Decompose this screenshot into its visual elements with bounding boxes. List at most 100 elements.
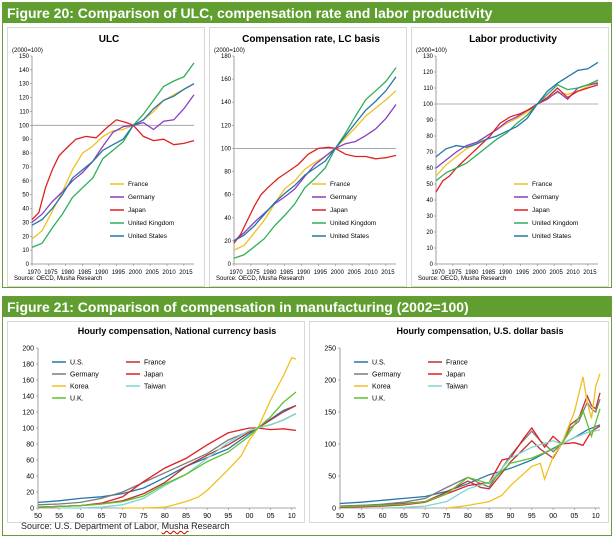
legend-label: France: [446, 360, 468, 367]
source-text-underlined: Musha: [161, 521, 189, 531]
y-tick-label: 100: [19, 123, 30, 129]
x-tick-label: 1970: [229, 270, 243, 276]
series-line-united-states: [31, 83, 195, 226]
legend-label: France: [144, 360, 166, 367]
series-line-france: [339, 392, 601, 507]
y-tick-label: 60: [224, 193, 231, 199]
x-tick-label: 10: [288, 513, 296, 520]
y-tick-label: 140: [221, 100, 232, 106]
x-tick-label: 00: [549, 513, 557, 520]
x-tick-label: 2005: [145, 270, 159, 276]
ulc-chart: ULC (2000=100) 0 10 20 30 40 50 60 70 80 90 100 110 12…: [12, 34, 195, 282]
legend-label: France: [330, 181, 351, 188]
compensation-rate-chart: Compensation rate, LC basis (2000=100) 0 20…: [214, 34, 397, 282]
figure-21-title: Figure 21: Comparison of compensation in…: [3, 297, 611, 317]
x-tick-label: 05: [571, 513, 579, 520]
source-note: Source: OECD, Musha Research: [14, 276, 102, 282]
x-tick-label: 95: [528, 513, 536, 520]
y-tick-label: 60: [22, 179, 29, 185]
legend-label: Korea: [372, 384, 391, 391]
x-tick-label: 50: [34, 513, 42, 520]
x-tick-label: 1995: [516, 270, 530, 276]
figure-20: Figure 20: Comparison of ULC, compensati…: [2, 2, 612, 288]
legend-label: Taiwan: [446, 384, 468, 391]
series-line-united-kingdom: [233, 67, 397, 259]
y-tick-label: 100: [324, 442, 336, 449]
y-tick-label: 60: [26, 458, 34, 465]
x-tick-label: 1980: [465, 270, 479, 276]
x-tick-label: 2015: [583, 270, 597, 276]
series-line-germany: [339, 398, 601, 507]
x-tick-label: 1975: [246, 270, 260, 276]
y-tick-label: 180: [221, 54, 232, 60]
labor-productivity-chart: Labor productivity (2000=100) 0 10 20 30 40 50 6…: [416, 34, 599, 282]
y-tick-label: 100: [221, 146, 232, 152]
y-tick-label: 100: [22, 426, 34, 433]
x-tick-label: 55: [357, 513, 365, 520]
x-tick-label: 1980: [263, 270, 277, 276]
compensation-rate-panel: Compensation rate, LC basis (2000=100) 0 20…: [209, 27, 407, 287]
y-tick-label: 80: [224, 170, 231, 176]
x-tick-label: 1980: [61, 270, 75, 276]
y-tick-label: 140: [19, 68, 30, 74]
x-tick-label: 2015: [179, 270, 193, 276]
y-tick-label: 20: [426, 230, 433, 236]
usd-basis-panel: 0 50 100 150 200 250 50 55 60 65 70 75 80 85 90 95 00 05 1…: [309, 321, 609, 523]
legend-label: Korea: [70, 384, 89, 391]
legend-label: Japan: [144, 372, 163, 379]
y-tick-label: 0: [228, 262, 232, 268]
y-tick-label: 30: [22, 220, 29, 226]
y-tick-label: 100: [423, 102, 434, 108]
x-tick-label: 2000: [129, 270, 143, 276]
legend-label: U.S.: [372, 360, 386, 367]
source-note: Source: OECD, Musha Research: [216, 276, 304, 282]
y-tick-label: 130: [19, 82, 30, 88]
series-line-korea: [122, 356, 297, 509]
x-tick-label: 1985: [280, 270, 294, 276]
x-tick-label: 85: [182, 513, 190, 520]
x-tick-label: 90: [203, 513, 211, 520]
x-tick-label: 2010: [566, 270, 580, 276]
legend-label: Germany: [128, 194, 155, 201]
units-label: (2000=100): [214, 48, 245, 54]
y-tick-label: 80: [22, 151, 29, 157]
labor-productivity-panel: Labor productivity (2000=100) 0 10 20 30 40 50 6…: [411, 27, 609, 287]
x-tick-label: 1985: [482, 270, 496, 276]
series-line-japan: [31, 119, 195, 221]
x-tick-label: 75: [443, 513, 451, 520]
series-line-u-k-: [37, 391, 297, 508]
y-tick-label: 10: [22, 248, 29, 254]
source-text: Source: U.S. Department of Labor,: [21, 521, 162, 531]
legend-label: Japan: [532, 207, 550, 214]
x-tick-label: 2010: [364, 270, 378, 276]
panel-title: Hourly compensation, National currency b…: [78, 326, 277, 336]
legend-label: United States: [128, 233, 168, 240]
figure-21: Figure 21: Comparison of compensation in…: [2, 296, 612, 536]
y-tick-label: 0: [332, 506, 336, 513]
figure-21-source: Source: U.S. Department of Labor, Musha …: [21, 521, 230, 531]
series-line-united-states: [435, 61, 599, 158]
y-tick-label: 0: [26, 262, 30, 268]
y-tick-label: 110: [19, 109, 29, 115]
x-tick-label: 1975: [44, 270, 58, 276]
legend-label: United States: [532, 233, 572, 240]
series-line-u-s-: [37, 404, 297, 504]
legend-label: United Kingdom: [532, 220, 578, 227]
national-currency-panel: 0 20 40 60 80 100 120 140 160 180 200 50 55 60 65 70 75 8…: [7, 321, 305, 523]
legend-label: United States: [330, 233, 370, 240]
y-tick-label: 70: [426, 150, 433, 156]
x-tick-label: 00: [246, 513, 254, 520]
x-tick-label: 60: [76, 513, 84, 520]
units-label: (2000=100): [416, 48, 447, 54]
x-tick-label: 1990: [499, 270, 513, 276]
series-line-japan: [233, 146, 397, 244]
legend-label: United Kingdom: [330, 220, 376, 227]
x-tick-label: 2000: [533, 270, 547, 276]
source-text-end: Research: [188, 521, 230, 531]
x-tick-label: 1975: [448, 270, 462, 276]
x-tick-label: 1995: [112, 270, 126, 276]
x-tick-label: 1995: [314, 270, 328, 276]
x-tick-label: 50: [336, 513, 344, 520]
legend-label: Taiwan: [144, 384, 166, 391]
